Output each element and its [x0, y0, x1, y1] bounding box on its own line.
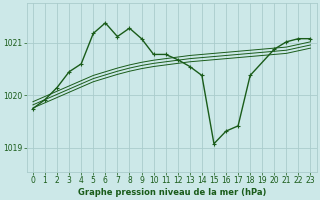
- X-axis label: Graphe pression niveau de la mer (hPa): Graphe pression niveau de la mer (hPa): [77, 188, 266, 197]
